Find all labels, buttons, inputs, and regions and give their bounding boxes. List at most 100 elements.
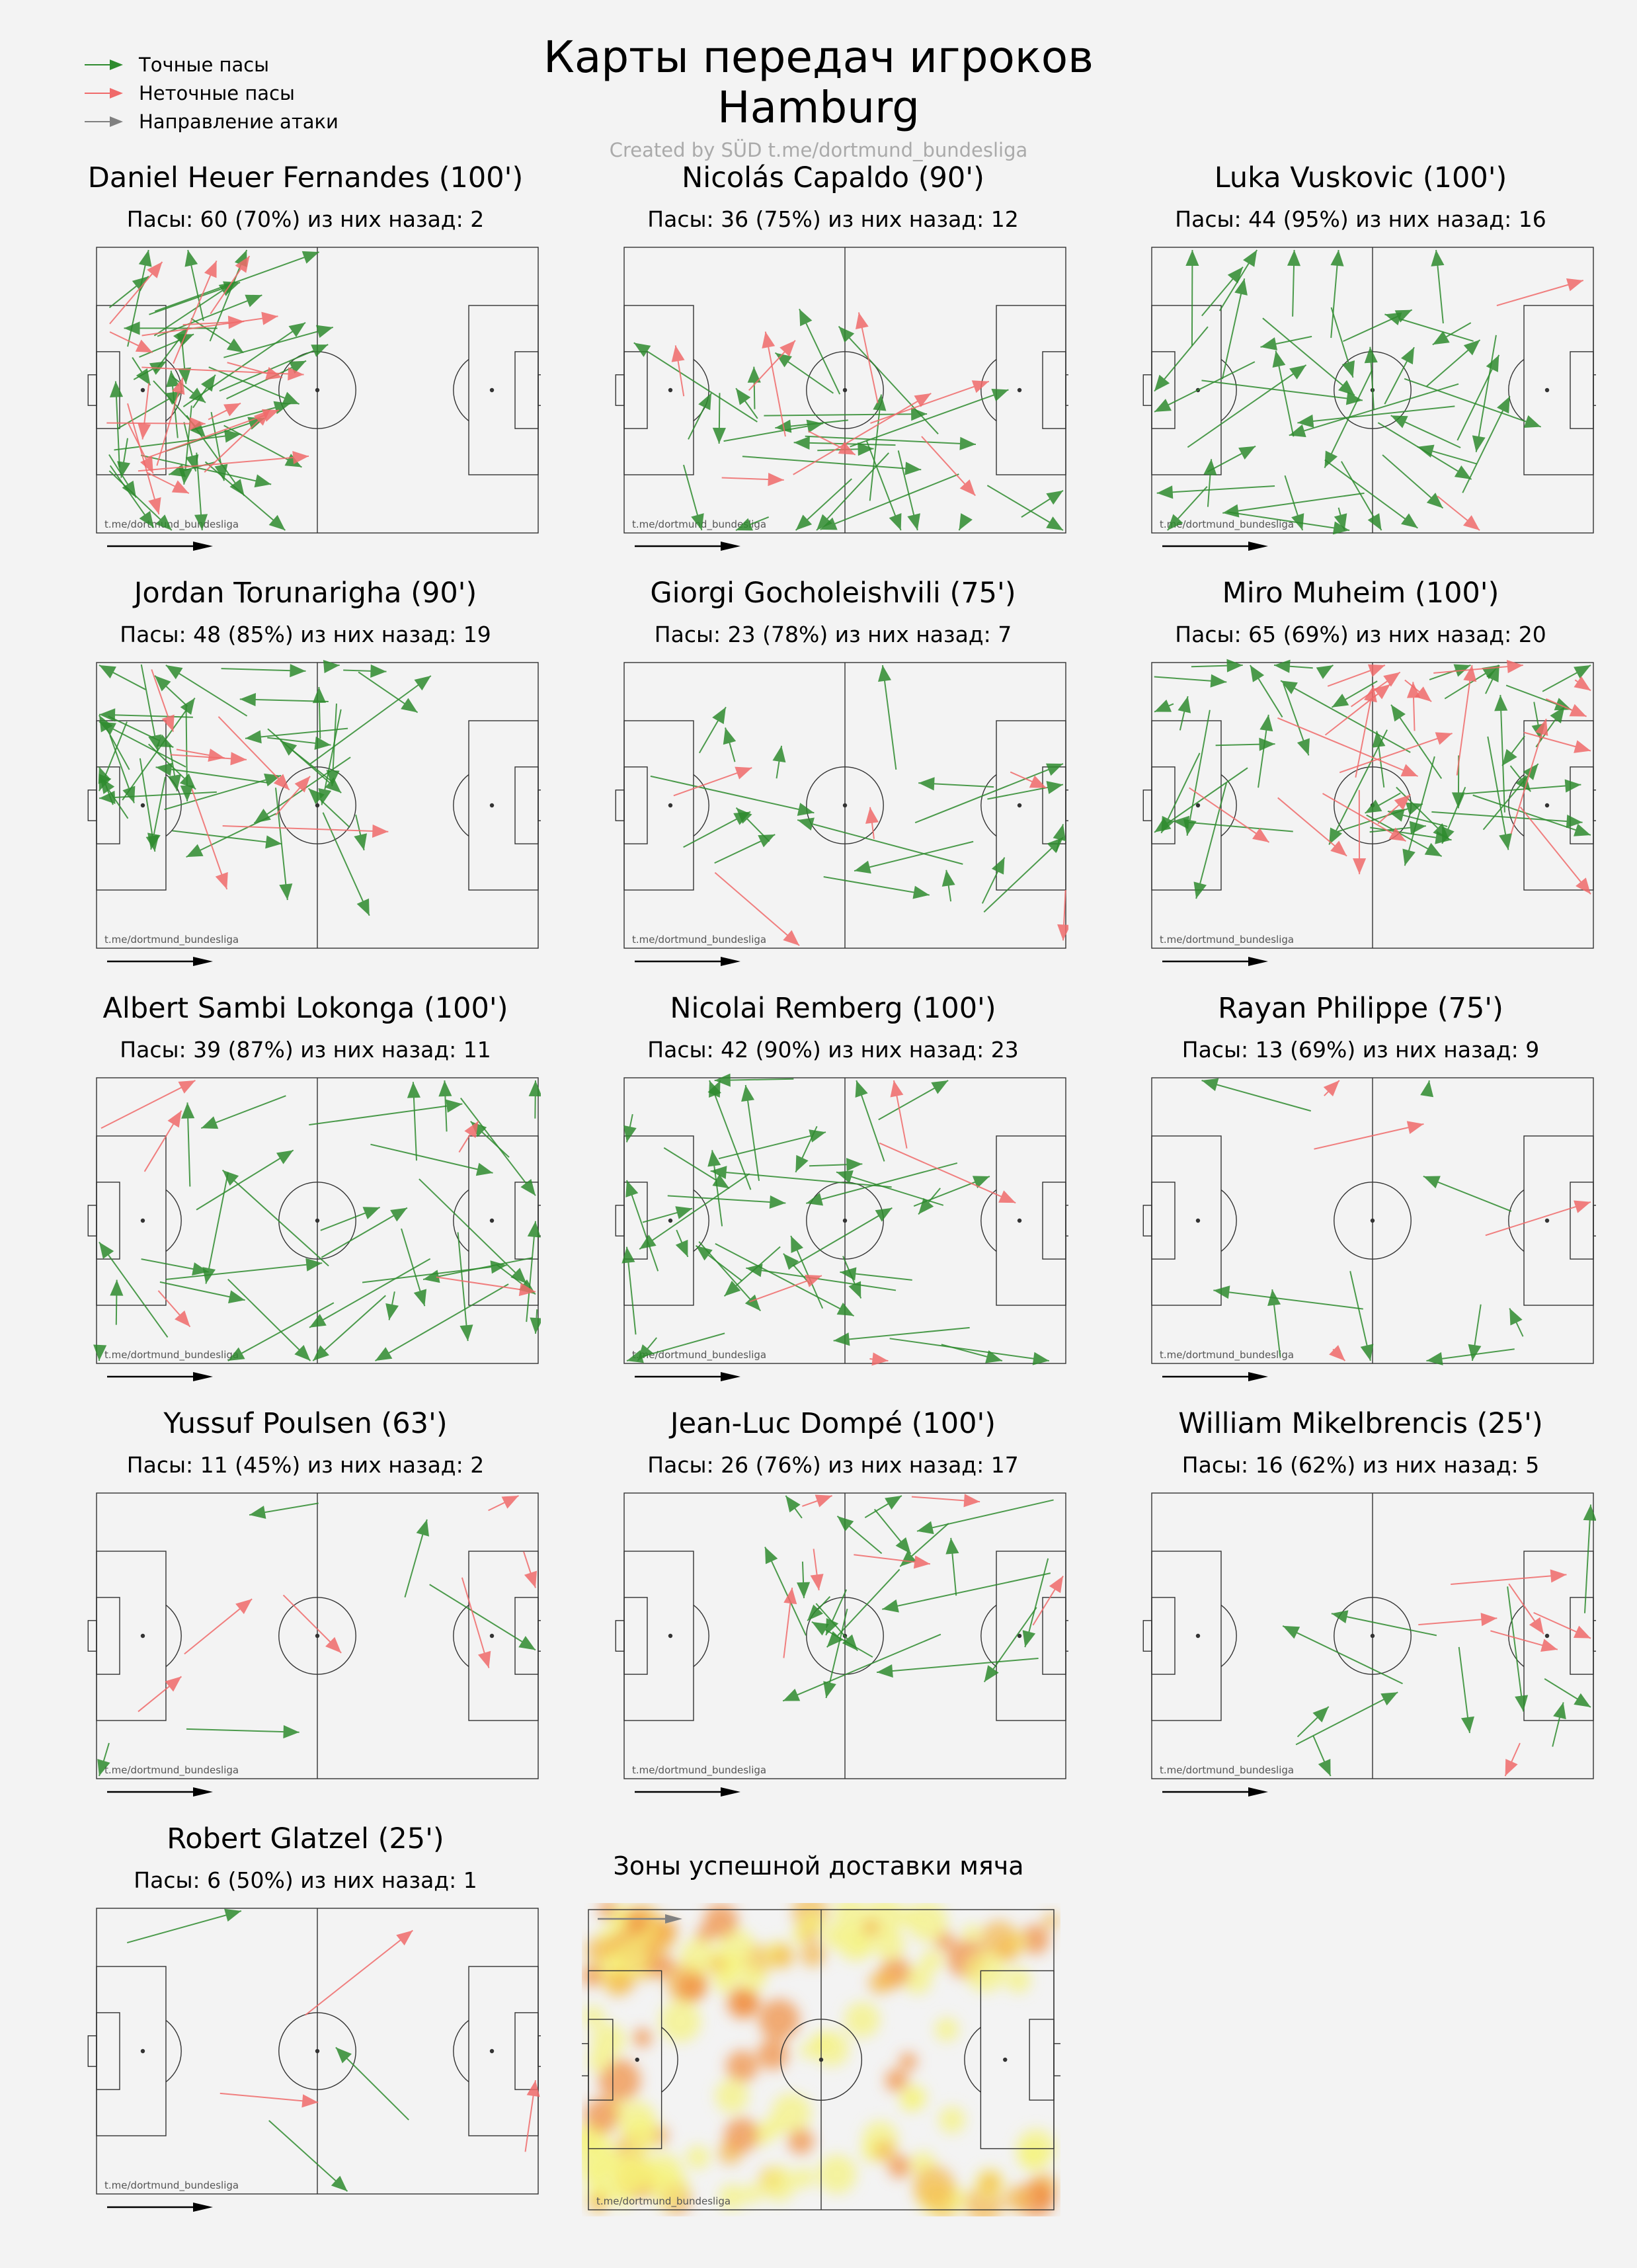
accurate-pass [1552, 1702, 1566, 1747]
penalty-box-right [468, 305, 539, 475]
heat-blob [799, 2042, 817, 2059]
goal-area-left [623, 766, 648, 844]
inaccurate-pass [1451, 1569, 1567, 1586]
penalty-box-left [1151, 1551, 1222, 1721]
accurate-pass [1468, 1304, 1482, 1361]
pass-map-panel: Nicolai Remberg (100') Пасы: 42 (90%) из … [582, 992, 1084, 1402]
heat-blob [677, 1972, 707, 2002]
attack-direction-arrow [107, 1787, 213, 1797]
penalty-spot-left [140, 2048, 145, 2054]
accurate-pass [897, 450, 920, 531]
penalty-spot-left [140, 387, 145, 393]
heat-blob [844, 2002, 880, 2038]
accurate-pass [159, 1281, 245, 1304]
inaccurate-pass [714, 871, 800, 946]
accurate-pass [141, 1258, 209, 1276]
heat-blob [724, 2117, 759, 2152]
accurate-pass [1472, 794, 1591, 836]
accurate-pass [742, 456, 922, 475]
accurate-pass [165, 1258, 323, 1280]
pass-map: t.me/dortmund_bundesliga [615, 1073, 1068, 1381]
inaccurate-pass [793, 392, 932, 475]
red-arrow-icon [85, 87, 123, 99]
inaccurate-pass [1323, 1080, 1340, 1097]
inaccurate-pass [1329, 1345, 1346, 1361]
pass-arrows [98, 660, 432, 916]
heat-blob [787, 2128, 815, 2154]
accurate-pass [715, 1242, 855, 1316]
accurate-pass [1457, 354, 1500, 441]
penalty-box-left [1151, 1135, 1222, 1306]
heat-blob [623, 1908, 651, 1936]
goal-right [1593, 1205, 1596, 1236]
heat-blob [873, 1929, 905, 1961]
accurate-pass [1201, 1078, 1312, 1112]
heat-blob [588, 2193, 608, 2213]
accurate-pass [109, 381, 124, 467]
accurate-pass [1260, 335, 1312, 350]
arc-right [453, 1189, 469, 1252]
pitch [1142, 1492, 1596, 1779]
arc-left [693, 774, 709, 837]
accurate-pass [854, 840, 974, 874]
accurate-pass [312, 1295, 386, 1361]
heat-blob [793, 2167, 815, 2189]
centre-spot [818, 2057, 824, 2062]
accurate-pass [795, 478, 852, 531]
accurate-pass [223, 425, 302, 468]
inaccurate-pass [141, 366, 304, 381]
heat-blob [850, 1932, 869, 1952]
heat-blob [760, 2166, 797, 2202]
accurate-pass [714, 1073, 794, 1087]
accurate-pass [1154, 674, 1227, 688]
goal-area-left [623, 1597, 648, 1675]
inaccurate-pass [138, 383, 151, 440]
accurate-pass [981, 857, 1006, 904]
accurate-pass [913, 1176, 990, 1207]
inaccurate-pass [156, 377, 185, 466]
watermark: t.me/dortmund_bundesliga [1160, 518, 1294, 531]
pass-arrows [650, 665, 1068, 946]
accurate-pass [109, 735, 136, 803]
heat-blob [800, 1942, 826, 1968]
pass-map-panel: Miro Muheim (100') Пасы: 65 (69%) из них … [1109, 577, 1612, 987]
centre-spot [842, 803, 848, 808]
accurate-pass [914, 763, 1064, 824]
goal-area-left [96, 2012, 120, 2090]
accurate-pass [882, 1572, 1051, 1613]
accurate-pass [1154, 326, 1209, 392]
accurate-pass [309, 675, 432, 765]
accurate-pass [1213, 1285, 1363, 1310]
watermark: t.me/dortmund_bundesliga [632, 1764, 766, 1777]
heat-blob [719, 2183, 745, 2210]
accurate-pass [797, 817, 963, 865]
pass-arrows [764, 1494, 1064, 1702]
inaccurate-pass [911, 1494, 980, 1508]
inaccurate-pass [810, 1549, 824, 1591]
penalty-spot-right [489, 2048, 495, 2054]
arc-right [453, 1604, 469, 1668]
accurate-pass [625, 1180, 659, 1272]
heat-blob [625, 2117, 660, 2152]
inaccurate-pass [151, 669, 175, 732]
goal-right [538, 790, 541, 821]
pitch [615, 247, 1068, 534]
legend-direction-label: Направление атаки [139, 110, 339, 133]
goal-left [87, 1620, 97, 1652]
pitch [615, 1077, 1068, 1364]
accurate-pass [799, 308, 841, 395]
penalty-box-left [1151, 305, 1222, 475]
watermark: t.me/dortmund_bundesliga [1160, 1349, 1294, 1361]
accurate-pass [1544, 1678, 1591, 1708]
goal-area-left [96, 1182, 120, 1260]
inaccurate-pass [436, 1276, 536, 1297]
accurate-pass [941, 870, 955, 902]
arc-left [165, 1189, 182, 1252]
heat-blob [885, 2068, 908, 2092]
watermark: t.me/dortmund_bundesliga [104, 2179, 239, 2192]
accurate-pass [735, 387, 758, 419]
accurate-pass [1384, 346, 1415, 405]
inaccurate-pass [1277, 797, 1347, 857]
credit: Created by SÜD t.me/dortmund_bundesliga [609, 139, 1028, 161]
accurate-pass [221, 664, 306, 678]
